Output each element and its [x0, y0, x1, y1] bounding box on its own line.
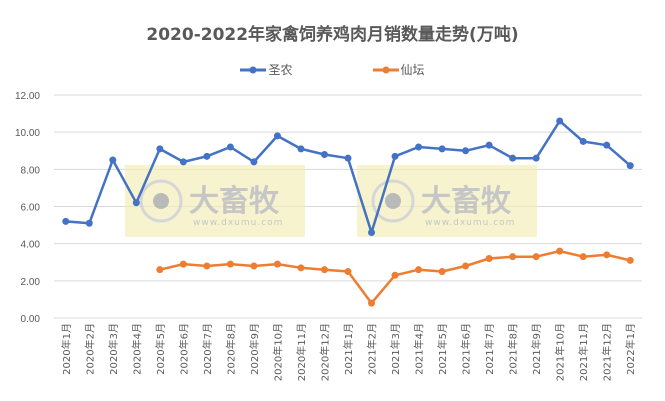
data-point[interactable] [391, 152, 399, 160]
legend-label: 圣农 [268, 63, 293, 77]
x-tick-label: 2021年2月 [366, 323, 379, 375]
data-point[interactable] [556, 117, 564, 125]
x-tick-label: 2020年5月 [154, 323, 167, 375]
data-point[interactable] [626, 256, 634, 264]
data-point[interactable] [579, 137, 587, 145]
x-tick-label: 2021年5月 [436, 323, 449, 375]
x-tick-label: 2020年10月 [271, 323, 284, 381]
data-point[interactable] [532, 154, 540, 162]
x-tick-label: 2021年11月 [577, 323, 590, 381]
x-tick-label: 2020年4月 [130, 323, 143, 375]
data-point[interactable] [203, 152, 211, 160]
legend-item-xiantan: 仙坛 [372, 61, 425, 78]
data-point[interactable] [344, 154, 352, 162]
watermark-url: www.dxumu.com [425, 218, 515, 228]
data-point[interactable] [226, 260, 234, 268]
data-point[interactable] [438, 268, 446, 276]
data-point[interactable] [273, 260, 281, 268]
y-tick-label: 10.00 [15, 128, 40, 139]
data-point[interactable] [320, 266, 328, 274]
data-point[interactable] [462, 147, 470, 155]
x-tick-label: 2020年6月 [177, 323, 190, 375]
data-point[interactable] [368, 229, 376, 237]
x-tick-label: 2021年10月 [554, 323, 567, 381]
legend-label: 仙坛 [400, 63, 425, 77]
x-tick-label: 2021年1月 [342, 323, 355, 375]
x-tick-label: 2020年9月 [248, 323, 261, 375]
watermark-brand: 大畜牧 [421, 184, 512, 219]
x-tick-label: 2020年7月 [201, 323, 214, 375]
y-tick-label: 8.00 [21, 165, 41, 176]
data-point[interactable] [273, 132, 281, 140]
data-point[interactable] [626, 162, 634, 170]
data-point[interactable] [203, 262, 211, 270]
data-point[interactable] [132, 199, 140, 207]
data-point[interactable] [109, 156, 117, 164]
y-tick-label: 2.00 [21, 277, 41, 288]
data-point[interactable] [509, 154, 517, 162]
x-tick-label: 2020年11月 [295, 323, 308, 381]
data-point[interactable] [603, 141, 611, 149]
x-tick-label: 2021年12月 [601, 323, 614, 381]
x-tick-label: 2021年3月 [389, 323, 402, 375]
data-point[interactable] [509, 253, 517, 261]
y-tick-label: 4.00 [21, 240, 41, 251]
data-point[interactable] [156, 145, 164, 153]
x-tick-label: 2021年9月 [530, 323, 543, 375]
x-tick-label: 2020年12月 [318, 323, 331, 381]
data-point[interactable] [85, 219, 93, 227]
data-point[interactable] [250, 158, 258, 166]
data-point[interactable] [368, 299, 376, 307]
data-point[interactable] [485, 141, 493, 149]
legend-item-shengnong: 圣农 [240, 61, 293, 78]
y-tick-label: 12.00 [15, 91, 40, 102]
y-tick-label: 6.00 [21, 203, 41, 214]
data-point[interactable] [391, 271, 399, 279]
x-tick-label: 2022年1月 [624, 323, 637, 375]
x-tick-label: 2021年4月 [413, 323, 426, 375]
series-xiantan [156, 247, 634, 307]
data-point[interactable] [415, 266, 423, 274]
x-tick-label: 2020年1月 [60, 323, 73, 375]
watermark-brand: 大畜牧 [189, 184, 280, 219]
data-point[interactable] [344, 268, 352, 276]
data-point[interactable] [156, 266, 164, 274]
data-point[interactable] [226, 143, 234, 151]
x-tick-label: 2021年6月 [460, 323, 473, 375]
data-point[interactable] [415, 143, 423, 151]
data-point[interactable] [179, 158, 187, 166]
data-point[interactable] [438, 145, 446, 153]
data-point[interactable] [579, 253, 587, 261]
data-point[interactable] [320, 150, 328, 158]
data-point[interactable] [250, 262, 258, 270]
data-point[interactable] [556, 247, 564, 255]
data-point[interactable] [62, 217, 70, 225]
data-point[interactable] [485, 255, 493, 263]
y-tick-label: 0.00 [21, 314, 41, 325]
chart-legend: 圣农 仙坛 [0, 61, 665, 78]
watermark-url: www.dxumu.com [193, 218, 283, 228]
x-tick-label: 2020年8月 [224, 323, 237, 375]
data-point[interactable] [462, 262, 470, 270]
data-point[interactable] [603, 251, 611, 259]
legend-line-marker-icon [372, 66, 399, 73]
chart-title: 2020-2022年家禽饲养鸡肉月销数量走势(万吨) [146, 25, 519, 45]
data-point[interactable] [532, 253, 540, 261]
legend-line-marker-icon [240, 66, 267, 73]
data-point[interactable] [297, 264, 305, 272]
data-point[interactable] [297, 145, 305, 153]
x-tick-label: 2021年8月 [507, 323, 520, 375]
series-shengnong [62, 117, 634, 237]
x-tick-label: 2020年3月 [107, 323, 120, 375]
x-tick-label: 2021年7月 [483, 323, 496, 375]
x-tick-label: 2020年2月 [83, 323, 96, 375]
data-point[interactable] [179, 260, 187, 268]
